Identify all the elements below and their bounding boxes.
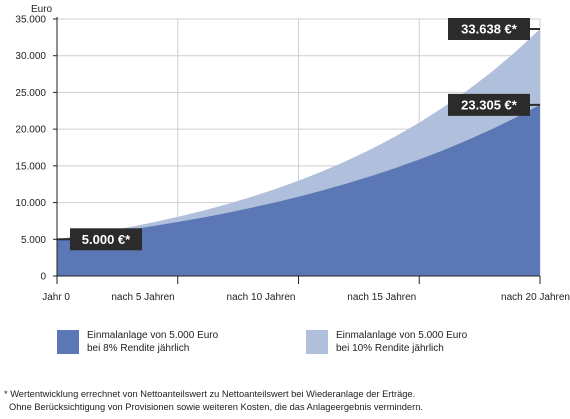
y-axis-unit-label: Euro bbox=[31, 4, 53, 15]
callout-box-2 bbox=[448, 18, 530, 41]
callout-0: 5.000 €* bbox=[57, 228, 142, 251]
y-tick-label-2: 10.000 bbox=[15, 198, 46, 209]
legend-label-10-percent: Einmalanlage von 5.000 Euro bei 10% Rend… bbox=[336, 330, 468, 354]
x-tick-label-1: nach 5 Jahren bbox=[111, 292, 174, 303]
x-tick-label-2: nach 10 Jahren bbox=[227, 292, 296, 303]
callout-box-1 bbox=[448, 93, 530, 116]
axes bbox=[53, 17, 540, 280]
legend-label-8-percent: Einmalanlage von 5.000 Euro bei 8% Rendi… bbox=[87, 330, 219, 354]
y-tick-label-3: 15.000 bbox=[15, 161, 46, 172]
callout-label-2: 33.638 €* bbox=[461, 22, 518, 37]
legend-swatch-8-percent bbox=[57, 330, 79, 354]
callout-box-0 bbox=[70, 228, 142, 251]
footnote-line-2: Ohne Berücksichtigung von Provisionen so… bbox=[9, 402, 423, 412]
callout-label-1: 23.305 €* bbox=[461, 97, 518, 112]
footnote: * Wertentwicklung errechnet von Nettoant… bbox=[4, 388, 423, 414]
y-tick-label-1: 5.000 bbox=[21, 235, 46, 246]
x-tick-label-4: nach 20 Jahren bbox=[501, 292, 570, 303]
value-callouts: 5.000 €* 23.305 €* 33.638 €* bbox=[57, 18, 540, 251]
y-axis-ticks: 0 5.000 10.000 15.000 20.000 25.000 30.000 35.0… bbox=[15, 15, 57, 283]
legend-item-8-percent: Einmalanlage von 5.000 Euro bei 8% Rendi… bbox=[57, 329, 218, 355]
y-tick-label-7: 35.000 bbox=[15, 15, 46, 26]
x-tick-label-3: nach 15 Jahren bbox=[347, 292, 416, 303]
legend-item-10-percent: Einmalanlage von 5.000 Euro bei 10% Rend… bbox=[306, 329, 467, 355]
x-tick-label-0: Jahr 0 bbox=[42, 292, 70, 303]
legend-swatch-10-percent bbox=[306, 330, 328, 354]
callout-2: 33.638 €* bbox=[448, 18, 540, 41]
area-series bbox=[57, 29, 540, 277]
area-series-1 bbox=[57, 104, 540, 277]
x-axis-ticks: Jahr 0 nach 5 Jahren nach 10 Jahren nach 15… bbox=[42, 276, 570, 303]
callout-1: 23.305 €* bbox=[448, 93, 540, 116]
chart: 0 5.000 10.000 15.000 20.000 25.000 30.000 35.0… bbox=[15, 4, 570, 303]
y-tick-label-0: 0 bbox=[40, 272, 46, 283]
callout-label-0: 5.000 €* bbox=[82, 232, 131, 247]
y-tick-label-6: 30.000 bbox=[15, 51, 46, 62]
y-tick-label-5: 25.000 bbox=[15, 88, 46, 99]
y-tick-label-4: 20.000 bbox=[15, 125, 46, 136]
footnote-line-1: * Wertentwicklung errechnet von Nettoant… bbox=[4, 389, 416, 399]
